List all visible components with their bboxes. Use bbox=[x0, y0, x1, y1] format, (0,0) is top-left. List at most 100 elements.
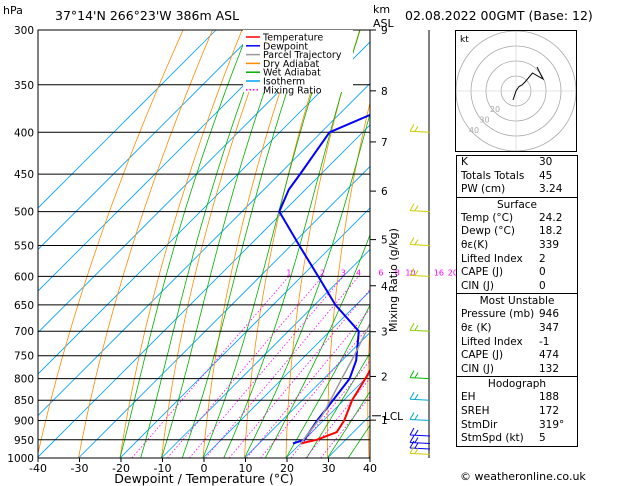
hodograph-panel: kt 20 30 40 bbox=[455, 30, 577, 152]
lcl-label: LCL bbox=[384, 411, 403, 423]
most-unstable-label: θε (K) bbox=[461, 321, 492, 334]
km-tick-label: 6 bbox=[381, 186, 388, 198]
legend-entry: Isotherm bbox=[263, 77, 305, 88]
most-unstable-group: Most Unstable Pressure (mb) 946 θε (K) 347 L… bbox=[457, 293, 577, 376]
mixing-ratio-line bbox=[290, 359, 370, 458]
mixing-ratio-label: 6 bbox=[378, 268, 383, 277]
surface-row: CAPE (J) 0 bbox=[457, 266, 577, 280]
most-unstable-row: Lifted Index -1 bbox=[457, 336, 577, 350]
isotherm-line bbox=[78, 165, 370, 458]
pressure-tick-label: 850 bbox=[14, 395, 34, 407]
km-tick-label: 2 bbox=[381, 371, 388, 383]
wind-barb bbox=[409, 268, 431, 277]
mixing-ratio-label: 3 bbox=[341, 268, 346, 277]
dry-adiabat-line bbox=[619, 30, 629, 458]
mixing-ratio-line bbox=[246, 308, 370, 458]
pressure-tick-label: 750 bbox=[14, 351, 34, 363]
km-tick-label: 7 bbox=[381, 137, 388, 149]
legend-box bbox=[243, 30, 353, 92]
pressure-tick-label: 650 bbox=[14, 300, 34, 312]
surface-label: Lifted Index bbox=[461, 252, 523, 265]
dry-adiabat-line bbox=[38, 30, 184, 456]
pressure-tick-label: 950 bbox=[14, 435, 34, 447]
index-value: 30 bbox=[539, 156, 553, 168]
indices-panel: K 30 Totals Totals 45 PW (cm) 3.24 Surface Te… bbox=[456, 155, 578, 447]
dry-adiabat-line bbox=[367, 320, 370, 458]
pressure-tick-label: 300 bbox=[14, 25, 34, 37]
legend-entry: Dry Adiabat bbox=[263, 59, 320, 70]
isotherm-line bbox=[202, 290, 370, 458]
parcel-trajectory-line bbox=[299, 322, 370, 444]
hodograph-value: 5 bbox=[539, 432, 546, 445]
legend-entry: Dewpoint bbox=[263, 41, 308, 52]
surface-label: Temp (°C) bbox=[461, 211, 514, 224]
isotherm-line bbox=[119, 207, 370, 458]
wind-barb bbox=[409, 237, 431, 246]
x-tick-label: -30 bbox=[71, 462, 89, 475]
surface-row: θε(K) 339 bbox=[457, 239, 577, 253]
hodograph-row: StmSpd (kt) 5 bbox=[457, 432, 577, 446]
hodograph-unit: kt bbox=[460, 35, 469, 45]
legend-entry: Mixing Ratio bbox=[263, 85, 322, 96]
surface-row: CIN (J) 0 bbox=[457, 280, 577, 294]
hodograph-label: StmSpd (kt) bbox=[461, 432, 524, 445]
isotherm-line bbox=[38, 124, 370, 458]
x-tick-label: 40 bbox=[363, 462, 377, 475]
pressure-tick-label: 800 bbox=[14, 374, 34, 386]
index-row: K 30 bbox=[457, 156, 577, 170]
wind-barb bbox=[409, 322, 431, 332]
mixing-ratio-label: 2 bbox=[320, 268, 325, 277]
isotherm-line bbox=[244, 331, 370, 458]
x-tick-label: 10 bbox=[239, 462, 253, 475]
wet-adiabat-line bbox=[285, 304, 370, 458]
mixing-ratio-label: 20 bbox=[448, 268, 458, 277]
dry-adiabat-line bbox=[78, 30, 213, 458]
hodograph-row: EH 188 bbox=[457, 391, 577, 405]
most-unstable-value: 946 bbox=[539, 308, 560, 321]
isotherm-line bbox=[161, 248, 370, 458]
datetime-title: 02.08.2022 00GMT (Base: 12) bbox=[405, 8, 593, 23]
most-unstable-row: CAPE (J) 474 bbox=[457, 349, 577, 363]
most-unstable-row: CIN (J) 132 bbox=[457, 363, 577, 377]
pressure-tick-label: 1000 bbox=[7, 453, 34, 465]
isotherm-line bbox=[38, 30, 300, 292]
mixing-ratio-line bbox=[205, 276, 359, 458]
index-label: PW (cm) bbox=[461, 183, 506, 196]
mixing-ratio-label: 1 bbox=[286, 268, 291, 277]
hodograph-label: StmDir bbox=[461, 418, 498, 431]
x-tick-label: -40 bbox=[29, 462, 47, 475]
mixing-ratio-line bbox=[305, 377, 370, 458]
pressure-tick-label: 900 bbox=[14, 416, 34, 428]
km-tick-label: 8 bbox=[381, 86, 388, 98]
dry-adiabat-line bbox=[119, 30, 243, 458]
isotherm-line bbox=[285, 373, 370, 458]
x-tick-label: -20 bbox=[112, 462, 130, 475]
surface-value: 24.2 bbox=[539, 211, 563, 224]
surface-value: 0 bbox=[539, 266, 546, 279]
hpa-label: hPa bbox=[3, 4, 23, 17]
most-unstable-row: θε (K) 347 bbox=[457, 322, 577, 336]
surface-value: 339 bbox=[539, 238, 560, 251]
mixing-ratio-line bbox=[189, 276, 344, 458]
km-tick-label: 9 bbox=[381, 25, 388, 37]
mixing-ratio-line bbox=[167, 276, 323, 458]
most-unstable-value: -1 bbox=[539, 335, 550, 348]
location-title: 37°14'N 266°23'W 386m ASL bbox=[55, 8, 239, 23]
km-tick-label: 3 bbox=[381, 327, 388, 339]
index-label: K bbox=[461, 156, 468, 168]
most-unstable-value: 474 bbox=[539, 349, 560, 362]
asl-label: ASL bbox=[373, 17, 395, 30]
km-tick-label: 5 bbox=[381, 235, 388, 247]
dry-adiabat-line bbox=[327, 101, 370, 458]
surface-title: Surface bbox=[496, 198, 537, 211]
km-tick-label: 4 bbox=[381, 281, 388, 293]
surface-row: Lifted Index 2 bbox=[457, 253, 577, 267]
surface-label: θε(K) bbox=[461, 238, 489, 251]
hodograph-title: Hodograph bbox=[487, 378, 547, 391]
pressure-tick-label: 400 bbox=[14, 127, 34, 139]
hodograph-label: SREH bbox=[461, 404, 490, 417]
pressure-tick-label: 550 bbox=[14, 240, 34, 252]
index-row: Totals Totals 45 bbox=[457, 170, 577, 184]
most-unstable-value: 132 bbox=[539, 362, 560, 375]
